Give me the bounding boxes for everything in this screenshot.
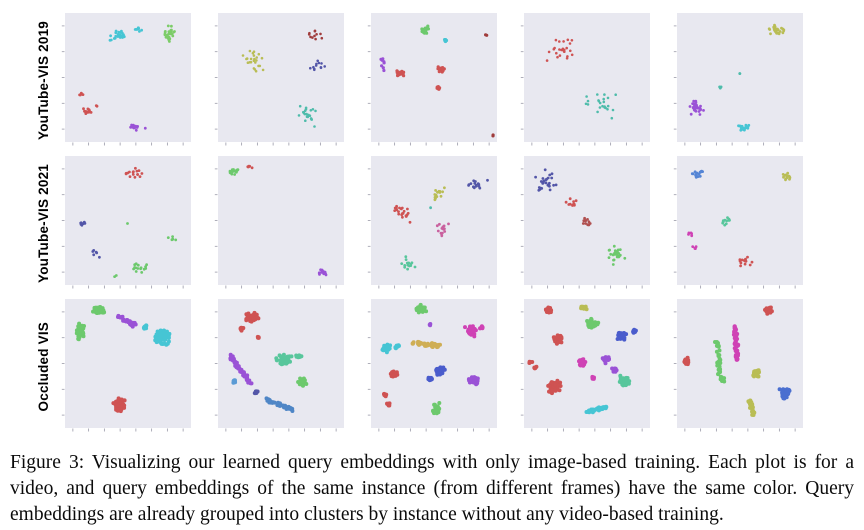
figure-caption: Figure 3: Visualizing our learned query …	[10, 452, 854, 525]
scatter-plot	[672, 299, 804, 434]
plots-row-0	[60, 13, 804, 148]
scatter-plot	[519, 156, 651, 291]
scatter-plot	[213, 13, 345, 148]
plot-row-youtube-vis-2021: YouTube-VIS 2021	[26, 156, 864, 291]
scatter-plot	[366, 156, 498, 291]
scatter-plot	[519, 13, 651, 148]
scatter-plot	[366, 13, 498, 148]
scatter-plot	[672, 156, 804, 291]
scatter-plot	[60, 13, 192, 148]
plots-row-1	[60, 156, 804, 291]
scatter-plot	[213, 299, 345, 434]
row-label-youtube-vis-2019: YouTube-VIS 2019	[35, 21, 51, 140]
scatter-plot	[519, 299, 651, 434]
row-label-youtube-vis-2021: YouTube-VIS 2021	[35, 164, 51, 283]
scatter-plot	[672, 13, 804, 148]
scatter-plot	[366, 299, 498, 434]
scatter-plot	[213, 156, 345, 291]
plot-row-youtube-vis-2019: YouTube-VIS 2019	[26, 13, 864, 148]
scatter-plot	[60, 156, 192, 291]
plots-row-2	[60, 299, 804, 434]
plot-row-occluded-vis: Occluded VIS	[26, 299, 864, 434]
scatter-plot	[60, 299, 192, 434]
row-label-occluded-vis: Occluded VIS	[35, 321, 51, 412]
figure-grid: YouTube-VIS 2019 YouTube-VIS 2021 Occlud…	[26, 13, 864, 434]
